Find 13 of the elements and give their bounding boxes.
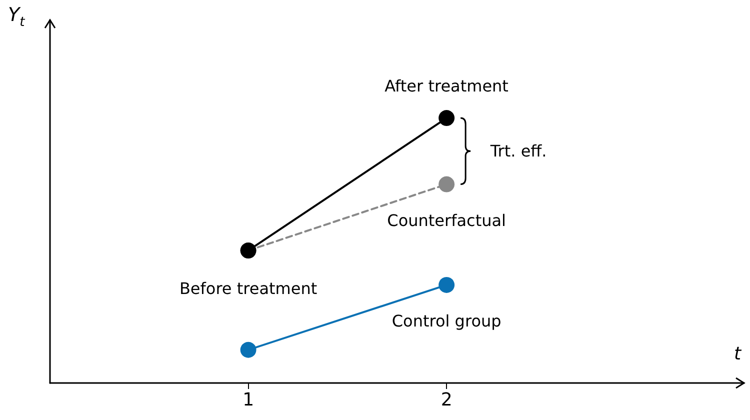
x-axis-title: t bbox=[734, 344, 742, 364]
y-axis-title: Y$_{t}$ bbox=[8, 4, 25, 30]
annotation: Trt. eff. bbox=[489, 142, 547, 161]
annotation: Counterfactual bbox=[387, 210, 506, 230]
text: After treatment bbox=[384, 76, 508, 96]
point bbox=[438, 176, 455, 192]
x-tick-label: 2 bbox=[440, 390, 452, 410]
annotation: Control group bbox=[392, 311, 502, 330]
annotation: Before treatment bbox=[179, 279, 318, 298]
point bbox=[240, 342, 256, 358]
point bbox=[438, 276, 455, 293]
x-tick-label: 1 bbox=[242, 390, 254, 410]
point bbox=[438, 110, 455, 126]
